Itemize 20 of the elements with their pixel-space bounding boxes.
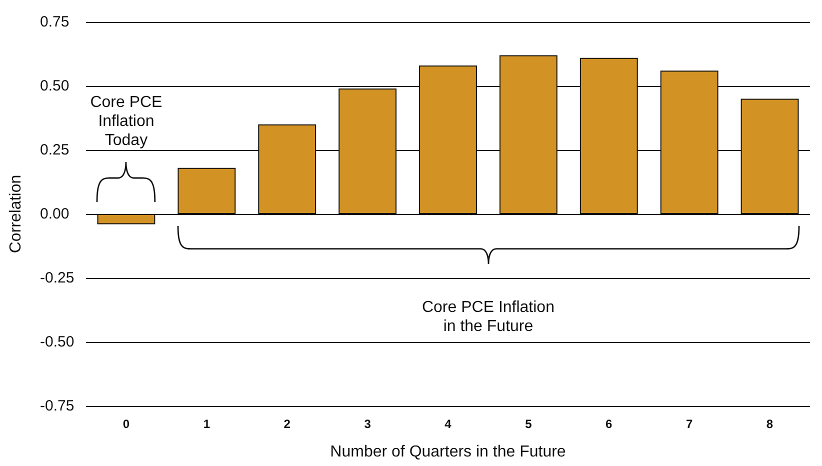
x-axis-title: Number of Quarters in the Future [330,444,566,460]
x-tick-label: 5 [525,417,532,431]
y-axis-title: Correlation [8,174,24,254]
x-tick-label: 1 [203,417,210,431]
x-tick-label: 8 [766,417,774,431]
x-tick-label: 6 [606,417,613,431]
y-tick-label: 0.00 [40,206,70,222]
x-tick-label: 2 [284,417,291,431]
annotation: Core PCE Inflation in the Future [422,299,554,335]
y-tick-label: -0.25 [40,270,74,286]
annotation: Core PCE Inflation Today [90,94,162,149]
y-tick-label: 0.75 [40,14,70,30]
x-tick-label: 7 [686,417,693,431]
y-tick-label: 0.50 [40,78,70,94]
y-tick-label: 0.25 [40,142,70,158]
x-tick-label: 0 [122,417,130,431]
x-tick-label: 3 [364,417,372,431]
y-tick-label: -0.50 [40,334,74,350]
y-tick-label: -0.75 [40,398,74,414]
x-tick-label: 4 [444,417,452,431]
